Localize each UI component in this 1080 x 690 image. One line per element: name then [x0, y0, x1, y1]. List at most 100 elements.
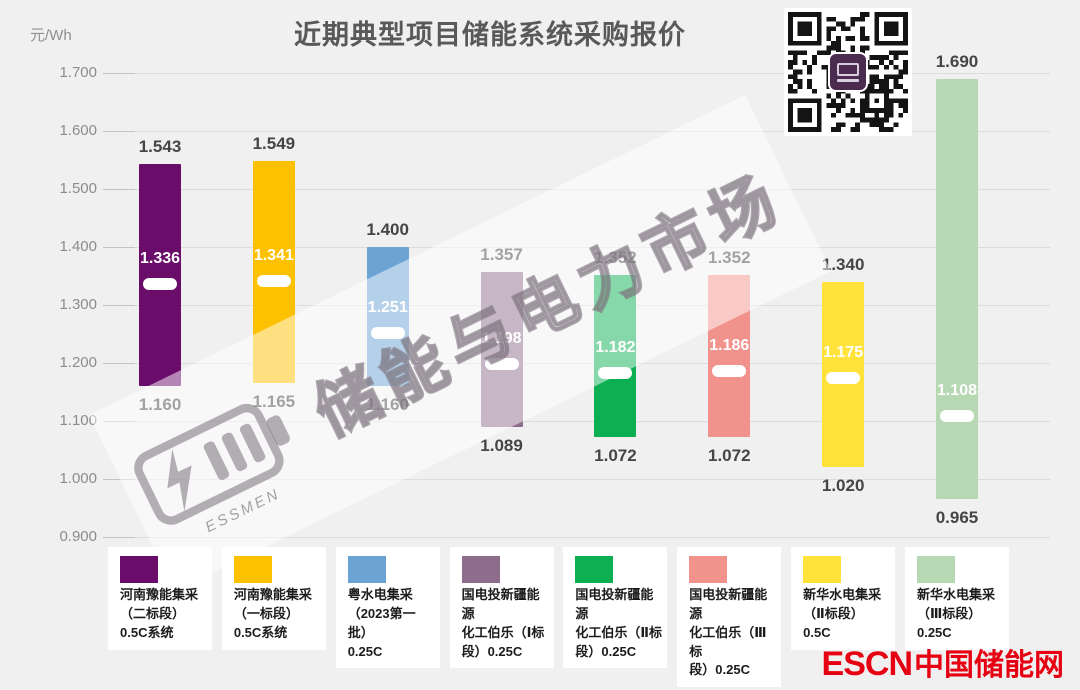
y-axis-unit-label: 元/Wh — [30, 27, 72, 44]
qr-center-badge — [828, 52, 868, 92]
max-value-label: 1.340 — [821, 254, 865, 274]
min-value-label: 1.072 — [708, 446, 751, 466]
qr-badge-text-line — [837, 78, 859, 82]
escn-wordmark: ESCN — [821, 645, 913, 683]
y-tick-label: 1.100 — [59, 412, 97, 429]
y-tick-label: 1.200 — [59, 354, 97, 371]
min-value-label: 0.965 — [935, 508, 979, 528]
legend-label-line: （一标段） — [233, 605, 299, 621]
legend-label-line: 段）0.25C — [689, 662, 750, 678]
y-tick-label: 1.700 — [59, 64, 97, 81]
legend-label-line: 国电投新疆能源 — [689, 587, 768, 621]
max-value-label: 1.690 — [935, 51, 979, 71]
avg-marker — [256, 275, 291, 288]
bar — [708, 274, 751, 438]
avg-marker — [939, 410, 974, 423]
min-value-label: 1.165 — [252, 392, 296, 412]
legend-item: 河南豫能集采 （二标段） 0.5C系统 — [108, 547, 212, 650]
gridline — [103, 246, 1050, 248]
avg-marker — [484, 358, 519, 371]
legend-label-line: 0.25C — [916, 624, 952, 640]
legend-label-line: 0.5C系统 — [120, 624, 174, 640]
legend-label-line: 化工伯乐（Ⅱ标 — [575, 624, 662, 640]
gridline — [103, 478, 1050, 480]
legend-label-line: （Ⅲ标段） — [916, 605, 982, 621]
legend-label-line: （2023第一批） — [347, 605, 416, 640]
avg-marker — [712, 365, 747, 378]
min-value-label: 1.020 — [821, 476, 865, 496]
gridline — [103, 536, 1050, 538]
avg-marker — [598, 367, 633, 380]
avg-marker — [370, 327, 405, 340]
legend-label-line: 化工伯乐（Ⅲ标 — [689, 624, 767, 659]
min-value-label: 1.160 — [138, 395, 182, 415]
avg-value-label: 1.108 — [936, 382, 978, 400]
avg-value-label: 1.341 — [253, 247, 294, 265]
legend-label-line: 新华水电集采 — [916, 587, 995, 602]
qr-code — [784, 8, 912, 136]
gridline — [103, 72, 1050, 74]
bar — [139, 164, 181, 387]
min-value-label: 1.072 — [594, 446, 637, 466]
max-value-label: 1.543 — [138, 137, 182, 157]
max-value-label: 1.357 — [480, 244, 523, 264]
avg-value-label: 1.182 — [595, 339, 636, 357]
y-tick-label: 1.400 — [59, 238, 97, 255]
legend-label-line: 河南豫能集采 — [233, 587, 312, 602]
legend-label-line: （二标段） — [120, 605, 186, 621]
legend-label: 河南豫能集采 （二标段） 0.5C系统 — [108, 586, 212, 650]
legend-label-line: 0.5C系统 — [233, 624, 288, 640]
gridline — [103, 420, 1050, 422]
legend-label-line: 国电投新疆能源 — [575, 587, 654, 621]
y-tick-label: 1.500 — [59, 180, 97, 197]
escn-site-name: 中国储能网 — [914, 649, 1064, 682]
legend-label-line: （Ⅱ标段）0.5C — [803, 605, 864, 640]
legend-item: 新华水电集采 （Ⅱ标段）0.5C — [791, 547, 896, 650]
max-value-label: 1.352 — [708, 247, 751, 267]
avg-marker — [826, 371, 861, 384]
legend-swatch — [575, 556, 614, 583]
max-value-label: 1.549 — [252, 133, 296, 153]
chart-title: 近期典型项目储能系统采购报价 — [294, 20, 686, 50]
avg-value-label: 1.175 — [823, 343, 864, 361]
y-tick-label: 1.600 — [59, 122, 97, 139]
legend-swatch — [689, 556, 728, 583]
y-tick-label: 0.900 — [59, 528, 97, 545]
min-value-label: 1.089 — [480, 436, 523, 456]
legend-label-line: 国电投新疆能源 — [461, 587, 540, 621]
legend-item: 国电投新疆能源化工伯乐（Ⅰ标 段）0.25C — [449, 547, 554, 669]
legend-swatch — [461, 556, 500, 583]
legend-item: 新华水电集采 （Ⅲ标段） 0.25C — [904, 547, 1009, 650]
legend-label-line: 段）0.25C — [461, 643, 523, 659]
legend-label: 河南豫能集采 （一标段） 0.5C系统 — [222, 586, 326, 650]
y-tick-label: 1.000 — [59, 470, 97, 487]
max-value-label: 1.400 — [366, 220, 409, 239]
avg-value-label: 1.251 — [367, 299, 408, 317]
legend-swatch — [916, 556, 955, 583]
legend-item: 国电投新疆能源化工伯乐（Ⅱ标 段）0.25C — [563, 547, 668, 669]
legend-label: 国电投新疆能源化工伯乐（Ⅰ标 段）0.25C — [450, 586, 554, 668]
legend-label-line: 0.25C — [347, 643, 383, 659]
legend-swatch — [120, 556, 158, 583]
legend-label-line: 新华水电集采 — [803, 587, 882, 602]
qr-badge-battery-icon — [837, 62, 859, 76]
gridline — [103, 304, 1050, 306]
legend-label: 新华水电集采 （Ⅲ标段） 0.25C — [905, 586, 1009, 650]
legend-item: 粤水电集采 （2023第一批） 0.25C — [335, 547, 440, 669]
legend-swatch — [347, 556, 386, 583]
legend-swatch — [233, 556, 272, 583]
avg-value-label: 1.186 — [709, 337, 750, 355]
avg-value-label: 1.336 — [139, 250, 181, 268]
avg-marker — [143, 278, 177, 291]
min-value-label: 1.160 — [366, 395, 409, 415]
legend-label-line: 段）0.25C — [575, 643, 637, 659]
max-value-label: 1.352 — [594, 247, 637, 267]
legend-item: 国电投新疆能源 化工伯乐（Ⅲ标段）0.25C — [677, 547, 782, 688]
bar — [252, 160, 295, 384]
legend-swatch — [803, 556, 842, 583]
gridline — [103, 362, 1050, 364]
escn-logo: ESCN 中国储能网 — [822, 640, 1064, 684]
legend-label-line: 化工伯乐（Ⅰ标 — [461, 624, 545, 640]
avg-value-label: 1.198 — [481, 330, 522, 348]
